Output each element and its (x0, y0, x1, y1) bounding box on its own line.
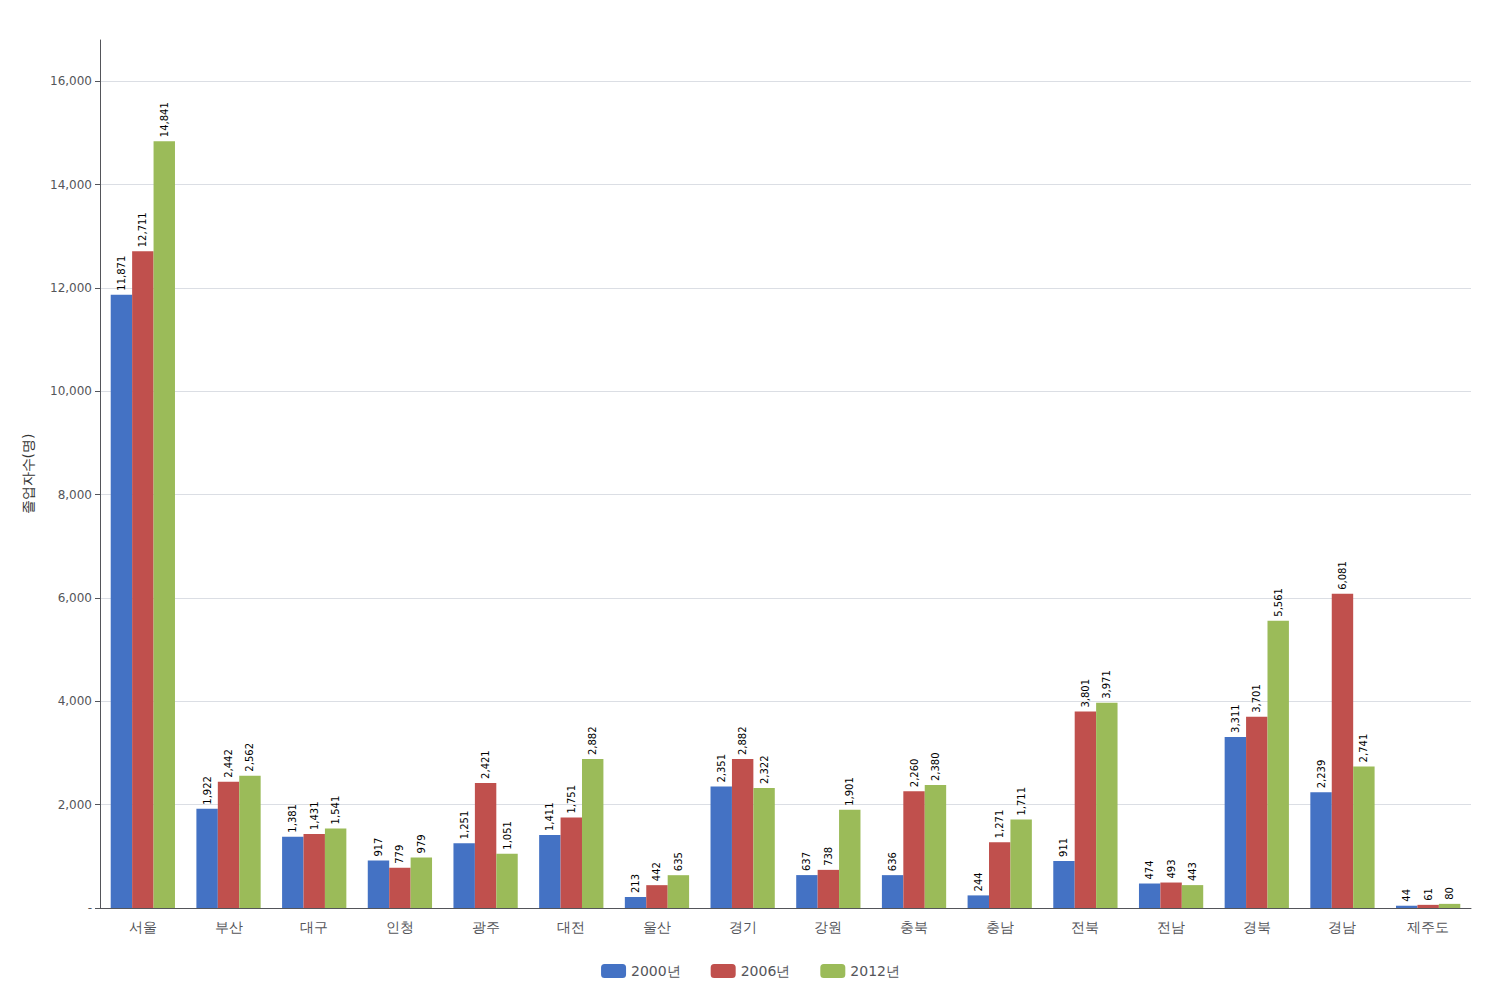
svg-text:경기: 경기 (729, 919, 757, 935)
svg-text:213: 213 (630, 874, 641, 893)
svg-text:1,411: 1,411 (544, 802, 555, 831)
svg-text:2000년: 2000년 (631, 963, 681, 979)
svg-text:244: 244 (973, 872, 984, 891)
svg-text:1,431: 1,431 (309, 801, 320, 830)
svg-text:2006년: 2006년 (741, 963, 791, 979)
svg-text:979: 979 (416, 834, 427, 853)
svg-text:2,882: 2,882 (737, 726, 748, 755)
svg-text:738: 738 (823, 847, 834, 866)
svg-text:인청: 인청 (386, 919, 414, 935)
svg-text:917: 917 (373, 838, 384, 857)
svg-text:2,380: 2,380 (930, 752, 941, 781)
svg-text:1,251: 1,251 (459, 811, 470, 840)
svg-text:2012년: 2012년 (850, 963, 900, 979)
svg-text:전북: 전북 (1071, 919, 1099, 935)
svg-text:2,421: 2,421 (480, 750, 491, 779)
svg-text:1,381: 1,381 (287, 804, 298, 833)
svg-text:졸업자수(명): 졸업자수(명) (20, 434, 36, 515)
svg-text:44: 44 (1401, 889, 1412, 902)
svg-text:3,311: 3,311 (1230, 704, 1241, 733)
svg-text:16,000: 16,000 (50, 74, 92, 88)
svg-text:12,711: 12,711 (137, 212, 148, 247)
svg-text:울산: 울산 (643, 919, 671, 935)
svg-text:2,442: 2,442 (223, 749, 234, 778)
svg-text:14,000: 14,000 (50, 178, 92, 192)
svg-text:11,871: 11,871 (116, 256, 127, 291)
svg-text:442: 442 (651, 862, 662, 881)
svg-text:61: 61 (1423, 888, 1434, 901)
svg-text:강원: 강원 (814, 919, 842, 935)
svg-text:경북: 경북 (1243, 919, 1271, 935)
svg-text:1,541: 1,541 (330, 796, 341, 825)
svg-text:-: - (88, 901, 92, 915)
svg-text:대전: 대전 (557, 919, 585, 935)
svg-text:2,260: 2,260 (909, 759, 920, 788)
svg-text:2,000: 2,000 (58, 798, 92, 812)
svg-text:635: 635 (673, 852, 684, 871)
svg-text:2,322: 2,322 (759, 755, 770, 784)
svg-text:서울: 서울 (129, 919, 157, 935)
svg-text:10,000: 10,000 (50, 384, 92, 398)
svg-text:8,000: 8,000 (58, 488, 92, 502)
svg-text:2,562: 2,562 (244, 743, 255, 772)
svg-text:1,051: 1,051 (502, 821, 513, 850)
svg-text:80: 80 (1444, 887, 1455, 900)
svg-text:2,741: 2,741 (1358, 734, 1369, 763)
svg-text:2,351: 2,351 (716, 754, 727, 783)
svg-text:부산: 부산 (215, 919, 243, 935)
svg-text:충북: 충북 (900, 919, 928, 935)
svg-text:474: 474 (1144, 860, 1155, 879)
svg-text:1,271: 1,271 (994, 810, 1005, 839)
svg-text:제주도: 제주도 (1407, 919, 1449, 935)
svg-text:3,971: 3,971 (1101, 670, 1112, 699)
svg-text:911: 911 (1058, 838, 1069, 857)
svg-text:전남: 전남 (1157, 919, 1185, 935)
svg-text:2,882: 2,882 (587, 726, 598, 755)
svg-text:493: 493 (1166, 859, 1177, 878)
svg-text:경남: 경남 (1328, 919, 1356, 935)
svg-text:1,901: 1,901 (844, 777, 855, 806)
svg-text:636: 636 (887, 852, 898, 871)
svg-text:4,000: 4,000 (58, 694, 92, 708)
svg-text:1,711: 1,711 (1016, 787, 1027, 816)
svg-text:충남: 충남 (986, 919, 1014, 935)
svg-text:12,000: 12,000 (50, 281, 92, 295)
svg-text:637: 637 (801, 852, 812, 871)
svg-text:443: 443 (1187, 862, 1198, 881)
svg-text:3,801: 3,801 (1080, 679, 1091, 708)
svg-text:1,922: 1,922 (202, 776, 213, 805)
svg-text:6,000: 6,000 (58, 591, 92, 605)
svg-text:광주: 광주 (472, 919, 500, 935)
svg-text:14,841: 14,841 (159, 102, 170, 137)
svg-text:3,701: 3,701 (1251, 684, 1262, 713)
svg-text:2,239: 2,239 (1316, 760, 1327, 789)
svg-text:대구: 대구 (300, 919, 328, 935)
svg-text:6,081: 6,081 (1337, 561, 1348, 590)
svg-text:1,751: 1,751 (566, 785, 577, 814)
svg-text:779: 779 (394, 845, 405, 864)
svg-text:5,561: 5,561 (1273, 588, 1284, 617)
